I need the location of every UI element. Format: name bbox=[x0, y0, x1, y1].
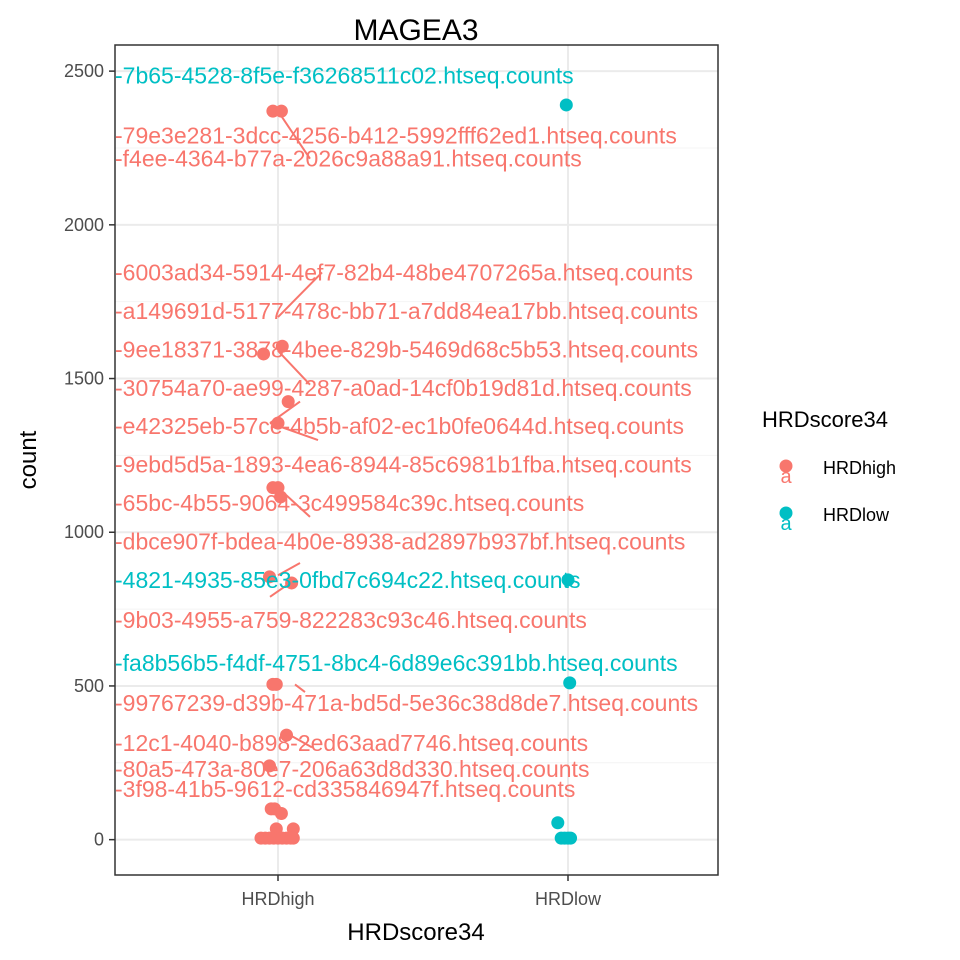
data-point bbox=[263, 759, 276, 773]
y-tick-label: 1500 bbox=[64, 369, 104, 389]
y-tick-label: 500 bbox=[74, 676, 104, 696]
data-point bbox=[280, 728, 293, 742]
y-tick-label: 2500 bbox=[64, 61, 104, 81]
y-tick-label: 0 bbox=[94, 830, 104, 850]
x-tick-label: HRDlow bbox=[535, 889, 602, 909]
data-point bbox=[274, 490, 288, 504]
data-point bbox=[285, 576, 299, 590]
point-label: -fa8b56b5-f4df-4751-8bc4-6d89e6c391bb.ht… bbox=[115, 650, 678, 676]
legend-title: HRDscore34 bbox=[762, 407, 888, 432]
legend-key-point bbox=[779, 459, 793, 473]
data-point bbox=[551, 816, 565, 830]
data-point bbox=[269, 677, 283, 691]
data-point bbox=[274, 104, 288, 118]
gridlines bbox=[115, 45, 718, 875]
point-label: -7b65-4528-8f5e-f36268511c02.htseq.count… bbox=[115, 63, 574, 89]
leader-line bbox=[277, 110, 311, 160]
point-label: -9ee18371-3878-4bee-829b-5469d68c5b53.ht… bbox=[115, 336, 698, 362]
point-label: -4821-4935-85e3-0fbd7c694c22.htseq.count… bbox=[115, 567, 580, 593]
y-tick-label: 1000 bbox=[64, 522, 104, 542]
leader-line bbox=[277, 562, 301, 577]
leader-line bbox=[277, 271, 323, 318]
data-point bbox=[559, 98, 573, 112]
point-label: -dbce907f-bdea-4b0e-8938-ad2897b937bf.ht… bbox=[115, 528, 685, 554]
x-axis-title: HRDscore34 bbox=[347, 919, 484, 946]
leader-line bbox=[289, 734, 313, 749]
data-point bbox=[286, 831, 300, 845]
point-labels: -79e3e281-3dcc-4256-b412-5992fff62ed1.ht… bbox=[115, 63, 698, 802]
point-label: -e42325eb-57ce-4b5b-af02-ec1b0fe0644d.ht… bbox=[115, 413, 684, 439]
data-point bbox=[564, 831, 578, 845]
chart-title: MAGEA3 bbox=[353, 14, 478, 47]
point-label: -80a5-473a-80e7-206a63d8d330.htseq.count… bbox=[115, 756, 589, 782]
point-label: -99767239-d39b-471a-bd5d-5e36c38d8de7.ht… bbox=[115, 690, 698, 716]
data-point bbox=[275, 339, 289, 353]
data-point bbox=[563, 676, 577, 690]
panel-border bbox=[114, 44, 719, 876]
y-axis-title: count bbox=[15, 430, 42, 489]
legend-label: HRDhigh bbox=[823, 458, 896, 478]
plot-panel bbox=[115, 45, 718, 875]
point-label: -3f98-41b5-9612-cd335846947f.htseq.count… bbox=[115, 776, 575, 802]
data-point bbox=[271, 416, 285, 430]
point-label: -9ebd5d5a-1893-4ea6-8944-85c6981b1fba.ht… bbox=[115, 452, 692, 478]
data-point bbox=[561, 573, 575, 587]
y-tick-label: 2000 bbox=[64, 215, 104, 235]
data-points bbox=[254, 98, 578, 845]
x-tick-label: HRDhigh bbox=[241, 889, 314, 909]
point-label: -6003ad34-5914-4ef7-82b4-48be4707265a.ht… bbox=[115, 259, 693, 285]
legend-label: HRDlow bbox=[823, 505, 890, 525]
data-point bbox=[274, 807, 288, 821]
data-point bbox=[263, 570, 276, 584]
x-axis: HRDhigh HRDlow bbox=[241, 875, 602, 909]
point-label: -79e3e281-3dcc-4256-b412-5992fff62ed1.ht… bbox=[115, 123, 677, 149]
point-label: -30754a70-ae99-4287-a0ad-14cf0b19d81d.ht… bbox=[115, 375, 692, 401]
leader-line bbox=[277, 350, 311, 386]
data-point bbox=[281, 395, 295, 409]
legend: HRDscore34 a HRDhigh a HRDlow bbox=[762, 407, 896, 535]
legend-key-glyph: a bbox=[780, 466, 792, 488]
point-label: -65bc-4b55-9064-3c499584c39c.htseq.count… bbox=[115, 490, 584, 516]
data-point bbox=[257, 347, 271, 361]
y-axis: 0 500 1000 1500 2000 2500 bbox=[64, 61, 115, 850]
point-label: -f4ee-4364-b77a-2026c9a88a91.htseq.count… bbox=[115, 146, 582, 172]
legend-key-point bbox=[779, 506, 793, 520]
leader-line bbox=[294, 683, 306, 693]
legend-key-glyph: a bbox=[780, 513, 792, 535]
point-label: -12c1-4040-b898-2ed63aad7746.htseq.count… bbox=[115, 730, 588, 756]
point-label: -a149691d-5177-478c-bb71-a7dd84ea17bb.ht… bbox=[115, 298, 698, 324]
point-label: -9b03-4955-a759-822283c93c46.htseq.count… bbox=[115, 607, 587, 633]
